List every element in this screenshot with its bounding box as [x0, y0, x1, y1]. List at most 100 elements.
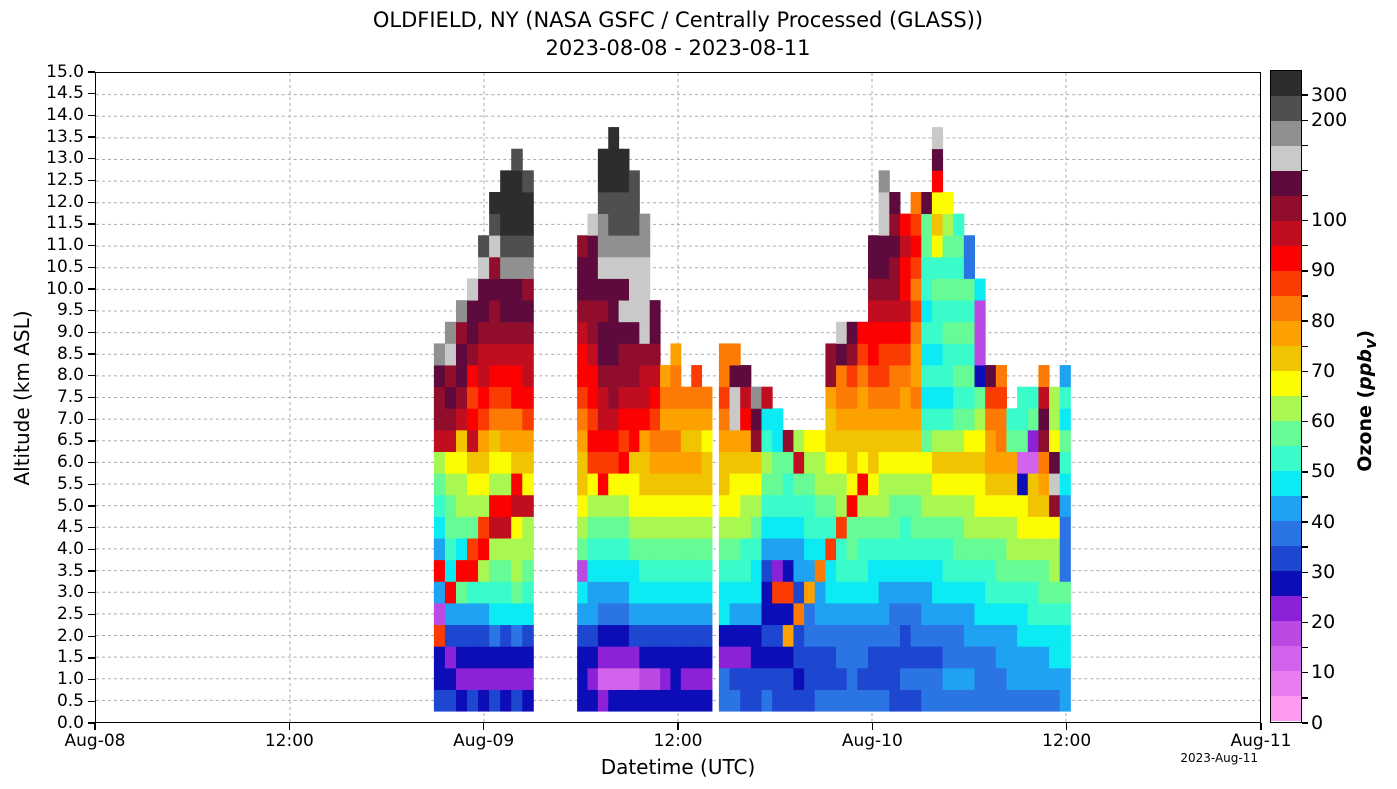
- heatmap-cell: [577, 256, 588, 279]
- heatmap-cell: [910, 581, 922, 604]
- heatmap-cell: [953, 321, 965, 344]
- heatmap-cell: [500, 213, 512, 236]
- heatmap-cell: [836, 689, 848, 712]
- heatmap-cell: [608, 473, 620, 496]
- heatmap-cell: [467, 321, 479, 344]
- colorbar-tick-label: 60: [1311, 410, 1336, 433]
- heatmap-cell: [489, 365, 501, 388]
- heatmap-cell: [985, 429, 997, 452]
- y-tick-label: 14.0: [46, 104, 84, 125]
- heatmap-cell: [1027, 451, 1039, 474]
- heatmap-cell: [804, 646, 816, 669]
- heatmap-cell: [587, 538, 599, 561]
- heatmap-cell: [782, 624, 794, 647]
- heatmap-cell: [1006, 538, 1018, 561]
- heatmap-cell: [995, 559, 1007, 582]
- heatmap-cell: [639, 538, 651, 561]
- heatmap-cell: [511, 408, 523, 431]
- heatmap-cell: [836, 343, 848, 366]
- heatmap-cell: [455, 603, 468, 626]
- heatmap-cell: [974, 494, 986, 517]
- heatmap-cell: [740, 689, 752, 712]
- colorbar-tick-label: 100: [1311, 209, 1348, 232]
- heatmap-cell: [793, 516, 805, 539]
- heatmap-cell: [1059, 494, 1071, 517]
- heatmap-cell: [467, 603, 479, 626]
- heatmap-cell: [878, 170, 890, 193]
- heatmap-cell: [670, 451, 682, 474]
- heatmap-cell: [761, 386, 773, 409]
- colorbar-segment: [1271, 471, 1301, 496]
- heatmap-cell: [522, 321, 534, 344]
- heatmap-cell: [878, 213, 890, 236]
- heatmap-cell: [577, 624, 588, 647]
- heatmap-cell: [793, 429, 805, 452]
- heatmap-cell: [804, 538, 816, 561]
- heatmap-cell: [846, 365, 858, 388]
- heatmap-cell: [963, 256, 976, 279]
- heatmap-cell: [963, 300, 976, 323]
- heatmap-cell: [1049, 689, 1061, 712]
- heatmap-cell: [522, 603, 534, 626]
- heatmap-cell: [433, 624, 446, 647]
- y-tick-label: 3.0: [56, 582, 84, 603]
- y-tick-label: 14.5: [46, 83, 84, 104]
- heatmap-cell: [889, 321, 901, 344]
- heatmap-cell: [825, 646, 837, 669]
- heatmap-cell: [953, 343, 965, 366]
- heatmap-cell: [899, 321, 912, 344]
- heatmap-cell: [500, 256, 512, 279]
- heatmap-cell: [740, 581, 752, 604]
- heatmap-cell: [618, 624, 630, 647]
- heatmap-cell: [921, 278, 933, 301]
- heatmap-cell: [899, 365, 912, 388]
- heatmap-cell: [995, 494, 1007, 517]
- heatmap-cell: [782, 581, 794, 604]
- heatmap-cell: [597, 191, 609, 215]
- heatmap-cell: [857, 646, 869, 669]
- heatmap-cell: [868, 343, 880, 366]
- heatmap-cell: [433, 516, 446, 539]
- heatmap-cell: [597, 148, 609, 171]
- heatmap-cell: [467, 451, 479, 474]
- colorbar-tick-mark: [1302, 471, 1308, 473]
- colorbar-tick-mark: [1302, 596, 1308, 599]
- heatmap-cell: [1059, 667, 1071, 690]
- heatmap-cell: [740, 365, 752, 388]
- heatmap-cell: [522, 386, 534, 409]
- heatmap-cell: [836, 321, 848, 344]
- colorbar-tick-label: 80: [1311, 309, 1336, 332]
- colorbar-segment: [1271, 671, 1301, 696]
- heatmap-cell: [455, 667, 468, 690]
- heatmap-cell: [455, 624, 468, 647]
- heatmap-cell: [500, 516, 512, 539]
- heatmap-cell: [455, 429, 468, 452]
- heatmap-cell: [433, 494, 446, 517]
- heatmap-cell: [691, 603, 703, 626]
- heatmap-cell: [931, 300, 944, 323]
- y-tick-label: 1.0: [56, 669, 84, 690]
- heatmap-cell: [467, 624, 479, 647]
- heatmap-cell: [1006, 689, 1018, 712]
- y-tick-mark: [88, 678, 95, 681]
- heatmap-cell: [597, 603, 609, 626]
- heatmap-cell: [857, 343, 869, 366]
- heatmap-cell: [761, 408, 773, 431]
- heatmap-cell: [489, 343, 501, 366]
- heatmap-cell: [500, 365, 512, 388]
- heatmap-cell: [660, 624, 671, 647]
- heatmap-cell: [985, 538, 997, 561]
- heatmap-cell: [577, 408, 588, 431]
- heatmap-cell: [942, 191, 954, 215]
- heatmap-cell: [1006, 624, 1018, 647]
- heatmap-cell: [878, 343, 890, 366]
- heatmap-cell: [899, 516, 912, 539]
- heatmap-cell: [974, 321, 986, 344]
- heatmap-cell: [931, 343, 944, 366]
- heatmap-cell: [921, 689, 933, 712]
- heatmap-cell: [597, 278, 609, 301]
- heatmap-cell: [1059, 386, 1071, 409]
- heatmap-cell: [931, 494, 944, 517]
- heatmap-cell: [478, 689, 490, 712]
